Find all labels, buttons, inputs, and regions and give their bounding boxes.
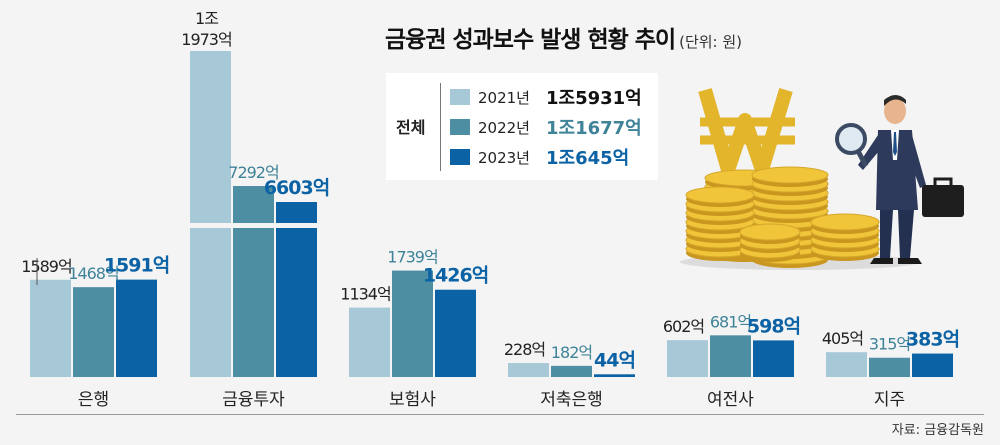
axis-break-band <box>188 223 319 228</box>
bar-보험사-2022년 <box>392 270 433 377</box>
legend-swatch-2022 <box>450 119 470 135</box>
data-label: 1591억 <box>104 255 169 277</box>
data-label: 1조 1973억 <box>181 9 231 49</box>
legend-row-2021: 2021년 1조5931억 <box>450 84 642 110</box>
bar-지주-2023년 <box>912 353 953 377</box>
legend-year: 2023년 <box>478 148 530 167</box>
data-label: 44억 <box>594 349 635 371</box>
legend-total-label: 전체 <box>396 118 426 137</box>
data-label: 602억 <box>663 317 704 336</box>
footer-divider <box>16 414 984 415</box>
legend-row-2022: 2022년 1조1677억 <box>450 114 642 140</box>
legend-year: 2021년 <box>478 88 530 107</box>
data-label: 681억 <box>710 312 751 331</box>
legend-amount: 1조645억 <box>546 148 630 169</box>
legend: 전체 2021년 1조5931억 2022년 1조1677억 2023년 1조6… <box>386 73 658 180</box>
data-label: 1134억 <box>340 285 390 304</box>
bar-금융투자-2021년 <box>190 51 231 377</box>
data-label: 1426억 <box>423 265 488 287</box>
bar-저축은행-2022년 <box>551 365 592 377</box>
bar-보험사-2021년 <box>349 307 390 377</box>
data-label: 7292억 <box>228 163 278 182</box>
businessman-icon <box>835 95 964 264</box>
bar-금융투자-2022년 <box>233 186 274 377</box>
category-label: 금융투자 <box>222 390 285 410</box>
data-label: 1589억 <box>21 257 71 276</box>
data-label: 228억 <box>504 340 545 359</box>
data-label: 405억 <box>822 329 863 348</box>
bar-금융투자-2023년 <box>276 202 317 377</box>
legend-divider <box>440 83 441 171</box>
category-label: 지주 <box>874 390 905 410</box>
data-label: 315억 <box>869 335 910 354</box>
businessman-magnifier-illustration <box>680 87 964 270</box>
bar-여전사-2023년 <box>753 340 794 377</box>
coin-stacks-icon <box>685 166 880 268</box>
data-label: 6603억 <box>264 177 329 199</box>
bars-layer <box>30 51 953 377</box>
category-label: 저축은행 <box>540 390 603 410</box>
data-label: 383억 <box>906 329 959 351</box>
chart-title-block: 금융권 성과보수 발생 현황 추이 (단위: 원) <box>385 20 742 54</box>
legend-amount: 1조1677억 <box>546 118 642 139</box>
bar-은행-2022년 <box>73 287 114 377</box>
data-label: 1739억 <box>387 248 437 267</box>
data-label: 598억 <box>747 315 800 337</box>
category-label: 보험사 <box>389 390 436 410</box>
data-label: 182억 <box>551 343 592 362</box>
legend-swatch-2021 <box>450 89 470 105</box>
won-sign-icon <box>698 87 795 177</box>
legend-swatch-2023 <box>450 149 470 165</box>
unit-label: (단위: 원) <box>679 33 743 51</box>
legend-amount: 1조5931억 <box>546 88 642 109</box>
bar-은행-2023년 <box>116 279 157 377</box>
bar-여전사-2022년 <box>710 335 751 377</box>
bar-저축은행-2023년 <box>594 374 635 377</box>
bar-은행-2021년 <box>30 279 71 377</box>
category-label: 은행 <box>78 390 109 410</box>
bar-지주-2022년 <box>869 357 910 377</box>
legend-row-2023: 2023년 1조645억 <box>450 144 629 170</box>
bar-보험사-2023년 <box>435 289 476 377</box>
data-label: 1468억 <box>68 264 118 283</box>
category-labels-layer: 은행 금융투자 보험사 저축은행 여전사 지주 <box>78 390 905 410</box>
bar-지주-2021년 <box>826 352 867 377</box>
chart-title: 금융권 성과보수 발생 현황 추이 <box>385 27 676 53</box>
bar-여전사-2021년 <box>667 340 708 377</box>
source-note: 자료: 금융감독원 <box>891 423 984 438</box>
category-label: 여전사 <box>707 390 754 410</box>
legend-year: 2022년 <box>478 118 530 137</box>
bar-저축은행-2021년 <box>508 363 549 377</box>
